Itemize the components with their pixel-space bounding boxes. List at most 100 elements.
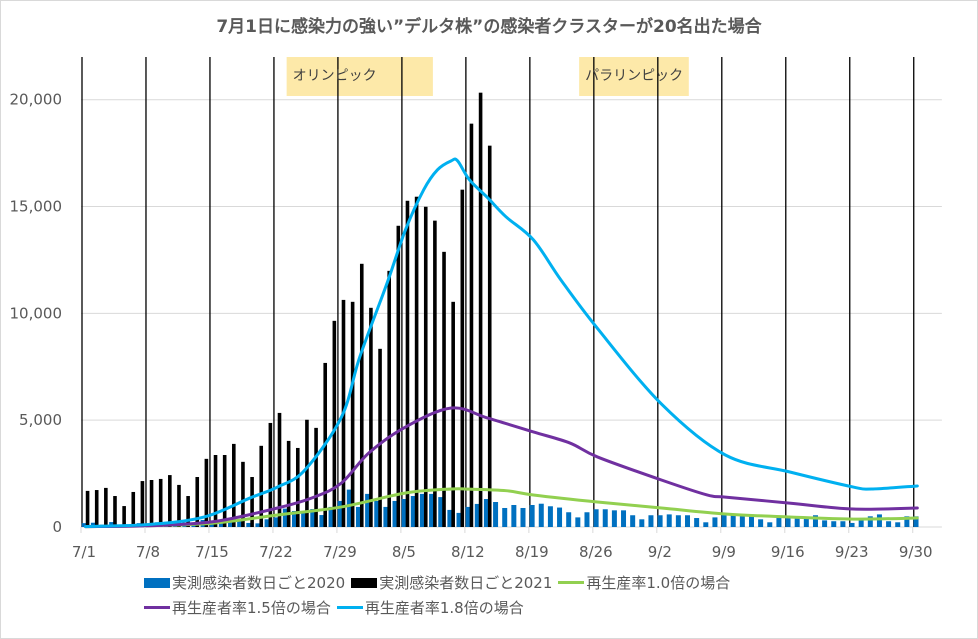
bar-2021 bbox=[113, 496, 117, 527]
bar-2020 bbox=[767, 522, 773, 527]
bar-2020 bbox=[319, 515, 325, 527]
y-axis: 0 5,000 10,000 15,000 20,000 bbox=[10, 91, 63, 536]
bar-2020 bbox=[840, 521, 846, 527]
line-layer bbox=[84, 157, 919, 529]
x-tick-label: 8/12 bbox=[451, 543, 485, 561]
bar-2020 bbox=[685, 515, 691, 527]
bar-2020 bbox=[849, 522, 855, 527]
y-tick-label: 5,000 bbox=[19, 411, 62, 429]
x-tick-label: 7/29 bbox=[323, 543, 357, 561]
y-tick-label: 10,000 bbox=[10, 304, 63, 322]
bar-2020 bbox=[639, 519, 645, 527]
bar-2020 bbox=[392, 500, 398, 527]
bar-2021 bbox=[378, 348, 382, 527]
bar-2021 bbox=[94, 490, 99, 527]
annotation-label: パラリンピック bbox=[585, 68, 683, 84]
bar-2020 bbox=[282, 508, 288, 527]
bar-2021 bbox=[259, 445, 264, 527]
bar-2020 bbox=[419, 493, 425, 527]
bar-2021 bbox=[332, 320, 337, 527]
line-r1-5 bbox=[84, 406, 919, 529]
bar-2020 bbox=[675, 515, 681, 527]
bar-2020 bbox=[557, 507, 563, 527]
bar-2021 bbox=[158, 478, 163, 527]
annotation-layer bbox=[286, 57, 689, 96]
bar-2020 bbox=[575, 517, 581, 527]
bar-2020 bbox=[566, 512, 572, 527]
legend-swatch-line bbox=[558, 581, 585, 584]
legend-item: 実測感染者数日ごと2021 bbox=[351, 572, 552, 593]
bar-2021 bbox=[460, 189, 465, 527]
bar-2021 bbox=[405, 200, 410, 527]
bar-2020 bbox=[228, 520, 234, 527]
legend-label: 再生産者率1.8倍の場合 bbox=[364, 599, 524, 617]
bar-2021 bbox=[186, 496, 190, 527]
bar-2021 bbox=[350, 301, 355, 527]
x-tick-label: 8/19 bbox=[515, 543, 549, 561]
bar-2020 bbox=[730, 514, 736, 527]
bar-2020 bbox=[447, 509, 453, 527]
chart-title: 7月1日に感染力の強い”デルタ株”の感染者クラスターが20名出た場合 bbox=[216, 17, 762, 37]
annotation-label: オリンピック bbox=[293, 68, 377, 84]
bar-2020 bbox=[776, 518, 782, 527]
bar-2021 bbox=[131, 491, 136, 527]
bar-2020 bbox=[337, 500, 343, 527]
bar-2020 bbox=[712, 517, 718, 527]
bar-2020 bbox=[383, 506, 389, 527]
bar-2020 bbox=[328, 506, 334, 527]
bar-2020 bbox=[90, 522, 96, 527]
bar-2020 bbox=[410, 496, 416, 527]
bar-2020 bbox=[703, 522, 709, 527]
bar-2021 bbox=[232, 443, 236, 527]
legend-label: 実測感染者数日ごと2020 bbox=[172, 574, 346, 592]
bar-2020 bbox=[465, 506, 471, 527]
bar-2021 bbox=[177, 484, 181, 527]
bar-2020 bbox=[310, 509, 316, 527]
annotation-labels: オリンピック パラリンピック bbox=[293, 68, 683, 84]
annotation-box bbox=[286, 57, 433, 96]
bar-2021 bbox=[277, 412, 282, 527]
legend-row-1: 実測感染者数日ごと2020 実測感染者数日ごと2021 再生産率1.0倍の場合 bbox=[144, 572, 736, 593]
bar-2021 bbox=[414, 196, 419, 527]
bar-2020 bbox=[721, 514, 727, 527]
bar-2021 bbox=[195, 477, 200, 527]
bar-2020 bbox=[493, 502, 499, 527]
bar-2021 bbox=[314, 427, 318, 527]
bar-2020 bbox=[694, 518, 700, 527]
bar-2020 bbox=[346, 489, 352, 527]
bar-2021 bbox=[423, 206, 428, 527]
week-lines bbox=[81, 57, 915, 527]
bar-2020 bbox=[237, 521, 243, 527]
bar-2020 bbox=[904, 516, 910, 527]
bar-2020 bbox=[803, 518, 809, 527]
bar-2020 bbox=[301, 510, 307, 527]
y-tick-label: 20,000 bbox=[10, 91, 63, 109]
bar-2020 bbox=[611, 510, 617, 527]
bar-2021 bbox=[250, 477, 254, 527]
bar-2020 bbox=[273, 517, 279, 527]
bar-2020 bbox=[538, 503, 544, 527]
bar-2020 bbox=[355, 506, 361, 527]
bar-2020 bbox=[831, 521, 837, 527]
bar-2020 bbox=[666, 514, 672, 527]
legend-label: 実測感染者数日ごと2021 bbox=[379, 574, 553, 592]
bar-2021 bbox=[396, 225, 401, 528]
bar-2021 bbox=[85, 490, 90, 527]
bar-2020 bbox=[374, 500, 380, 527]
x-tick-label: 7/8 bbox=[136, 543, 160, 561]
bar-2021 bbox=[241, 461, 245, 527]
line-r1-0 bbox=[84, 487, 919, 529]
bar-2020 bbox=[867, 516, 873, 527]
bar-2020 bbox=[547, 506, 553, 527]
x-tick-label: 7/22 bbox=[259, 543, 293, 561]
bar-2020 bbox=[483, 499, 489, 527]
legend-swatch-box bbox=[351, 577, 378, 588]
bar-2020 bbox=[401, 499, 407, 527]
bar-2021 bbox=[286, 440, 291, 527]
bar-2021 bbox=[369, 307, 373, 527]
legend-item: 実測感染者数日ごと2020 bbox=[144, 572, 345, 593]
x-tick-label: 8/26 bbox=[579, 543, 613, 561]
bar-2020 bbox=[264, 519, 270, 527]
bar-2021 bbox=[222, 455, 227, 527]
